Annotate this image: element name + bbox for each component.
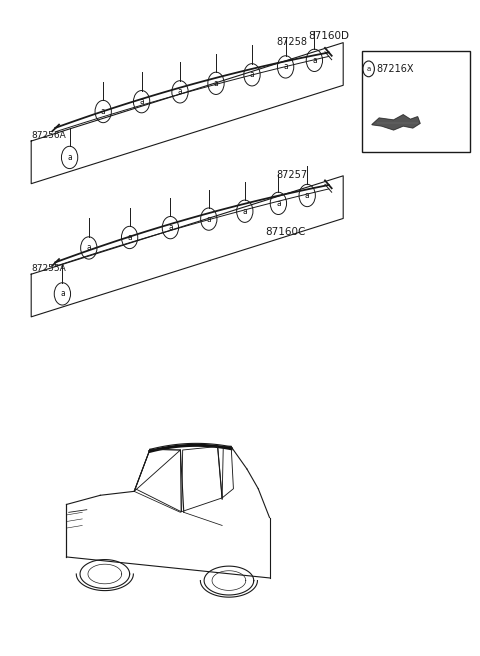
Text: a: a xyxy=(86,243,91,253)
Text: 87256A: 87256A xyxy=(31,131,66,140)
Text: a: a xyxy=(283,62,288,72)
Text: a: a xyxy=(214,79,218,88)
Text: a: a xyxy=(178,87,182,96)
Text: a: a xyxy=(276,199,281,208)
Text: 87257: 87257 xyxy=(276,170,307,180)
Text: 87258: 87258 xyxy=(276,37,307,47)
Text: 87160D: 87160D xyxy=(308,31,349,41)
Text: 87255A: 87255A xyxy=(31,264,66,274)
Bar xyxy=(362,51,470,152)
Text: a: a xyxy=(250,70,254,79)
Text: 87216X: 87216X xyxy=(377,64,414,74)
Text: a: a xyxy=(242,207,247,216)
Text: a: a xyxy=(206,215,211,224)
Text: a: a xyxy=(60,289,65,298)
Text: a: a xyxy=(168,223,173,232)
Text: a: a xyxy=(127,233,132,242)
Text: a: a xyxy=(67,153,72,162)
Text: a: a xyxy=(312,56,317,65)
Polygon shape xyxy=(372,115,420,130)
Text: a: a xyxy=(101,107,106,116)
Text: a: a xyxy=(305,191,310,200)
Text: 87160C: 87160C xyxy=(265,228,306,237)
Text: a: a xyxy=(139,97,144,106)
Text: a: a xyxy=(367,66,371,72)
